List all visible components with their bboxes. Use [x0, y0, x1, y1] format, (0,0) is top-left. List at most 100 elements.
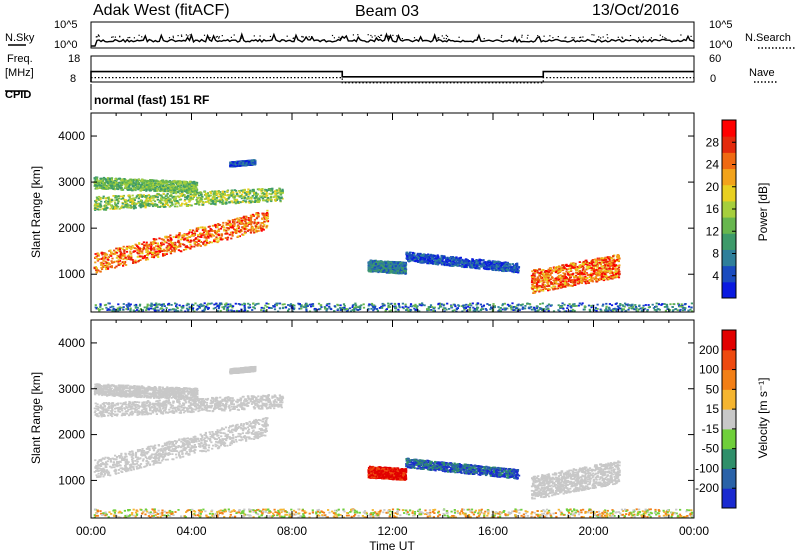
echo-cell [133, 247, 137, 250]
echo-cell [221, 198, 224, 201]
echo-cell [129, 250, 132, 253]
echo-cell [171, 203, 174, 206]
echo-cell [244, 160, 247, 163]
echo-cell [205, 243, 208, 246]
echo-cell [101, 253, 104, 256]
echo-cell [162, 193, 165, 195]
echo-cell [101, 182, 104, 185]
echo-cell [119, 262, 122, 265]
echo-cell [162, 203, 165, 206]
echo-cell [368, 270, 371, 273]
echo-cell [236, 225, 239, 228]
echo-cell [147, 180, 150, 183]
echo-cell [203, 198, 206, 200]
echo-cell [185, 187, 188, 190]
echo-cell [110, 187, 113, 189]
echo-cell [235, 198, 239, 201]
echo-cell [182, 243, 185, 246]
echo-cell [124, 186, 127, 189]
echo-cell [118, 257, 121, 259]
echo-cell [94, 187, 97, 190]
echo-cell [232, 225, 235, 228]
echo-cell [269, 188, 272, 190]
echo-cell [211, 202, 214, 205]
noise-left-tick-bottom: 10^0 [54, 39, 78, 51]
echo-cell [225, 229, 228, 232]
echo-cell [218, 191, 221, 194]
noise-search-dot [310, 37, 313, 39]
echo-cell [126, 199, 130, 202]
echo-cell [398, 267, 401, 269]
echo-cell [104, 197, 107, 200]
noise-search-dot [352, 34, 354, 36]
echo-cell [135, 244, 138, 246]
echo-cell [281, 189, 284, 192]
echo-cell [199, 236, 202, 238]
echo-cell [150, 243, 153, 246]
echo-cell [226, 189, 230, 192]
echo-cell [397, 272, 400, 275]
echo-cell [184, 203, 187, 206]
echo-cell [221, 200, 225, 202]
echo-cell [119, 253, 122, 256]
echo-cell [173, 250, 176, 253]
echo-cell [207, 196, 210, 199]
echo-cell [242, 234, 245, 236]
echo-cell [140, 179, 144, 182]
echo-cell [236, 162, 239, 165]
echo-cell [401, 268, 404, 270]
echo-cell [166, 204, 170, 207]
echo-cell [253, 201, 257, 203]
echo-cell [163, 181, 166, 183]
noise-search-dot [338, 36, 340, 38]
echo-cell [190, 231, 194, 234]
echo-cell [170, 187, 173, 190]
echo-cell [157, 183, 160, 185]
noise-search-dot [622, 37, 624, 39]
echo-cell [160, 195, 163, 198]
echo-cell [102, 260, 105, 262]
echo-cell [239, 160, 242, 163]
echo-cell [108, 180, 111, 182]
echo-cell [141, 257, 145, 260]
echo-cell [169, 252, 173, 255]
echo-cell [393, 261, 396, 264]
noise-search-dot [380, 34, 382, 36]
echo-cell [127, 186, 130, 188]
noise-search-dot [253, 35, 255, 37]
echo-cell [105, 202, 108, 204]
echo-cell [183, 244, 186, 246]
echo-cell [276, 192, 279, 195]
echo-cell [166, 235, 169, 238]
echo-cell [152, 185, 155, 187]
echo-cell [252, 191, 256, 194]
echo-cell [262, 214, 265, 217]
echo-cell [154, 186, 157, 188]
echo-cell [99, 178, 102, 181]
echo-cell [400, 270, 403, 273]
echo-cell [265, 225, 268, 228]
echo-cell [202, 234, 205, 236]
echo-cell [95, 177, 98, 180]
echo-cell [164, 188, 167, 191]
echo-cell [94, 207, 97, 210]
echo-cell [193, 190, 196, 192]
echo-cell [147, 247, 150, 250]
echo-cell [163, 199, 166, 202]
echo-cell [126, 255, 129, 258]
echo-cell [254, 194, 257, 197]
echo-cell [190, 245, 193, 248]
echo-cell [171, 241, 174, 244]
noise-search-dot [127, 37, 129, 39]
echo-cell [134, 260, 137, 263]
echo-cell [371, 266, 374, 269]
echo-cell [122, 197, 125, 200]
echo-cell [189, 198, 192, 201]
echo-cell [173, 191, 176, 193]
echo-cell [178, 180, 181, 182]
echo-cell [154, 203, 157, 205]
echo-cell [253, 231, 256, 234]
echo-cell [123, 178, 126, 180]
echo-cell [156, 255, 159, 258]
echo-cell [230, 237, 233, 240]
